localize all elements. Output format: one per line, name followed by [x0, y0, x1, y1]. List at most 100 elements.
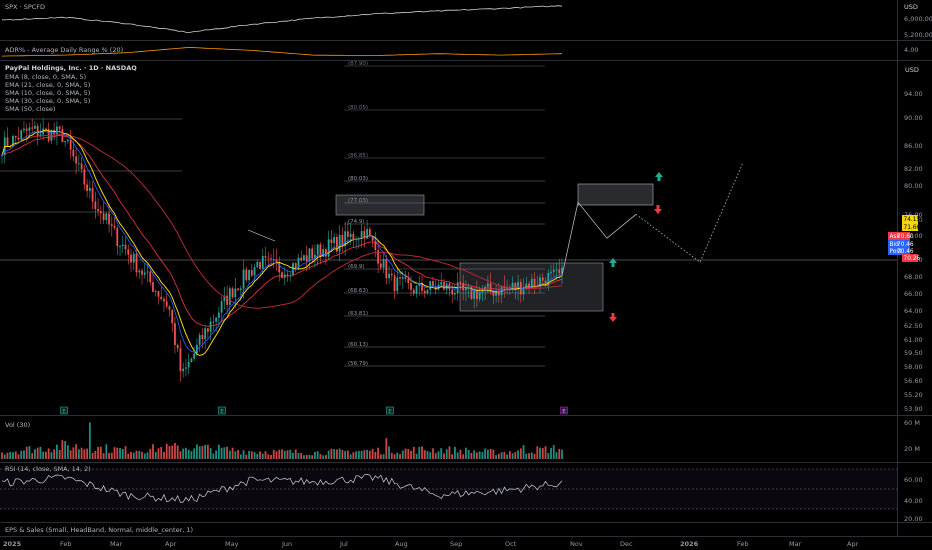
volume-bar [31, 453, 34, 459]
volume-bar [388, 446, 390, 459]
volume-bar [311, 455, 314, 459]
resistance-zone[interactable] [335, 194, 425, 216]
candle-body [267, 257, 270, 259]
volume-bar [377, 447, 379, 459]
candle-body [1, 155, 3, 157]
study-sma10: SMA (10, close, 0, SMA, 5) [5, 89, 90, 97]
volume-bar [360, 450, 363, 459]
volume-bar [456, 452, 459, 459]
volume-bar [541, 448, 544, 459]
volume-bar [390, 452, 393, 459]
price-tick-label: 68.00 [904, 273, 923, 281]
volume-pane[interactable]: Vol (30) 60 M 20 M [1, 419, 920, 459]
candle-body [132, 253, 135, 263]
target-zone[interactable] [577, 183, 654, 206]
candle-body [379, 263, 382, 268]
volume-bar [308, 454, 311, 459]
candle-body [234, 288, 237, 298]
volume-bar [12, 452, 14, 459]
candle-body [12, 135, 14, 147]
fib-level-label: (87.90) [348, 61, 368, 67]
candle-body [69, 139, 72, 150]
level-lines [0, 118, 897, 261]
candle-body [171, 309, 174, 324]
volume-bar [478, 451, 481, 459]
spx-tick: 6,000.00 [904, 15, 932, 23]
candle-body [237, 288, 239, 291]
candle-body [528, 283, 530, 289]
volume-bar [198, 446, 201, 459]
volume-bar [547, 453, 550, 459]
candle-body [525, 283, 528, 289]
volume-bar [215, 450, 218, 459]
time-axis-label: Nov [570, 540, 583, 548]
volume-bar [275, 451, 278, 459]
volume-bar [407, 448, 410, 459]
volume-bar [437, 451, 440, 459]
volume-bar [382, 454, 385, 459]
volume-bar [105, 444, 108, 459]
candle-body [220, 301, 223, 313]
volume-bar [561, 449, 563, 459]
candle-body [228, 288, 231, 305]
volume-bar [17, 454, 20, 459]
projection-path[interactable] [561, 201, 637, 276]
candle-body [476, 290, 478, 300]
volume-bar [121, 449, 124, 459]
candle-body [250, 269, 253, 276]
volume-bar [278, 449, 281, 459]
volume-bar [14, 451, 17, 459]
trendline[interactable] [247, 229, 276, 242]
candle-body [256, 261, 259, 268]
candle-body [193, 353, 196, 359]
earnings-marker[interactable] [218, 406, 226, 415]
price-pane[interactable]: PayPal Holdings, Inc. · 1D · NASDAQ EMA … [0, 61, 923, 415]
candle-body [102, 213, 105, 221]
volume-bar [124, 446, 127, 459]
time-axis[interactable]: 2025 Feb Mar Apr May Jun Jul Aug Sep Oct Nov Dec 202… [3, 540, 859, 548]
fib-level-label: (86.85) [348, 153, 368, 159]
price-tag-value: 70.46 [897, 242, 914, 248]
price-tick-label: 62.50 [904, 322, 923, 330]
spx-pane[interactable]: SPX · SPCFD USD 6,000.00 5,200.00 [1, 3, 932, 39]
volume-bar [226, 446, 228, 459]
volume-bar [174, 442, 176, 459]
candle-body [412, 289, 415, 294]
candle-body [390, 273, 393, 276]
volume-bar [508, 451, 511, 459]
candle-body [423, 290, 426, 294]
volume-bar [443, 453, 445, 459]
volume-bar [451, 454, 454, 459]
volume-bar [536, 446, 539, 459]
projection-path-dotted[interactable] [635, 162, 744, 263]
fib-retracement[interactable]: (87.90) (80.05) (86.85) (80.03) (77.03) (74.9… [344, 61, 545, 367]
candle-body [196, 344, 198, 354]
candle-body [278, 263, 281, 273]
price-tick-label: 59.50 [904, 349, 923, 357]
adr-pane[interactable]: ADR% - Average Daily Range % (20) 4.00 [1, 46, 918, 57]
earnings-marker[interactable] [60, 406, 68, 415]
candle-body [352, 233, 355, 240]
volume-bar [476, 452, 478, 459]
earnings-marker[interactable] [386, 406, 394, 415]
rsi-pane[interactable]: RSI (14, close, SMA, 14, 2) 60.00 40.00 … [0, 465, 923, 523]
candle-body [503, 286, 506, 289]
candle-body [182, 368, 185, 372]
volume-bar [61, 440, 64, 459]
volume-bar [127, 453, 130, 459]
volume-bar [459, 449, 462, 459]
volume-bar [99, 446, 102, 459]
candle-body [459, 282, 462, 284]
earnings-marker[interactable] [560, 406, 568, 415]
volume-bar [440, 448, 443, 459]
volume-bar [119, 447, 121, 459]
volume-bar [69, 450, 72, 459]
price-tick-label: 61.00 [904, 336, 923, 344]
volume-bar [489, 448, 492, 459]
candle-body [421, 282, 423, 291]
volume-bar [272, 449, 275, 459]
volume-bar [533, 453, 536, 459]
arrow-up-icon [609, 258, 617, 267]
